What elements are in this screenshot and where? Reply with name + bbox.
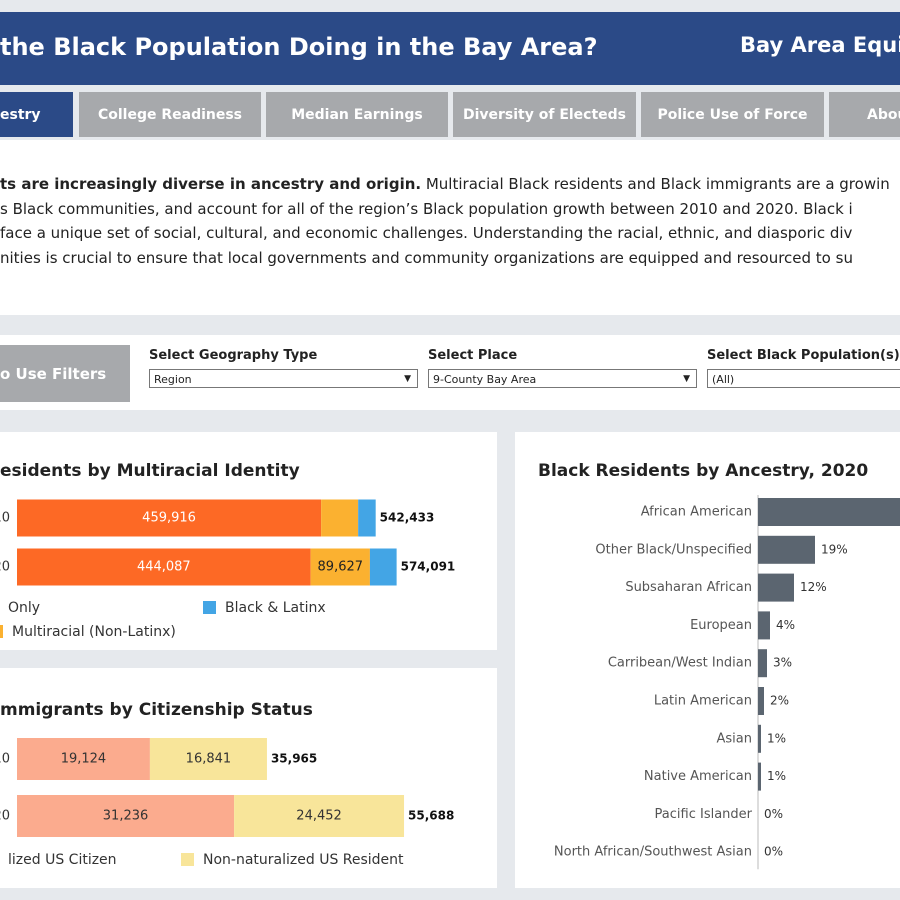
bar-segment (149, 738, 267, 780)
intro-line: face a unique set of social, cultural, a… (0, 224, 853, 242)
value-label: 89,627 (318, 560, 364, 575)
intro-line: s Black communities, and account for all… (0, 199, 853, 218)
legend-label: Non-naturalized US Resident (203, 852, 404, 868)
y-tick-label: Native American (644, 769, 752, 784)
bar-segment (234, 795, 405, 837)
bar (758, 649, 767, 678)
chart-title: Black Residents by Ancestry, 2020 (538, 461, 868, 481)
legend-label: Only (8, 600, 40, 616)
bar-segment (17, 795, 235, 837)
bar-segment (17, 738, 150, 780)
filter-label: Select Place (428, 348, 518, 363)
bar (758, 611, 770, 640)
y-tick-label: 20 (0, 809, 10, 824)
legend-label: Multiracial (Non-Latinx) (12, 624, 176, 640)
value-label: 24,452 (296, 809, 342, 824)
value-label: 459,916 (142, 511, 196, 526)
brand: Bay Area Equi (740, 33, 900, 57)
value-label: 31,236 (103, 809, 149, 824)
intro: ts are increasingly diverse in ancestry … (0, 172, 900, 270)
y-tick-label: European (690, 618, 752, 633)
total-label: 542,433 (380, 511, 435, 525)
bar (758, 498, 900, 526)
y-tick-label: Asian (717, 731, 752, 746)
intro-line: Multiracial Black residents and Black im… (421, 175, 890, 193)
legend-swatch (203, 601, 216, 614)
dropdown-arrow: ▼ (404, 374, 411, 384)
intro-bold: ts are increasingly diverse in ancestry … (0, 175, 422, 193)
value-label: 12% (800, 580, 827, 594)
chart-title: mmigrants by Citizenship Status (0, 700, 313, 720)
filter-help-button[interactable]: o Use Filters (0, 345, 130, 402)
dropdown[interactable]: 9-County Bay Area ▼ (428, 369, 697, 388)
filter-label: Select Geography Type (149, 348, 318, 363)
tab[interactable]: College Readiness (79, 92, 261, 137)
value-label: 1% (767, 769, 786, 783)
filter-label: Select Black Population(s) (707, 348, 900, 363)
y-tick-label: African American (641, 505, 752, 520)
bar-segment (321, 499, 359, 537)
tab[interactable]: Abou (829, 92, 900, 137)
legend-label: lized US Citizen (8, 852, 117, 868)
dropdown-value: (All) (712, 373, 735, 386)
bar (758, 535, 815, 564)
legend-swatch (181, 853, 194, 866)
value-label: 1% (767, 731, 786, 745)
tab[interactable]: Police Use of Force (641, 92, 824, 137)
bar (758, 762, 761, 791)
total-label: 35,965 (271, 752, 317, 766)
legend-label: Black & Latinx (225, 600, 326, 616)
bar (758, 687, 764, 715)
value-label: 4% (776, 618, 795, 632)
value-label: 2% (770, 694, 789, 708)
value-label: 0% (764, 807, 783, 821)
dropdown[interactable]: Region ▼ (149, 369, 418, 388)
header (0, 12, 900, 85)
bar-segment (17, 548, 311, 586)
value-label: 0% (764, 845, 783, 859)
y-tick-label: 10 (0, 511, 10, 526)
dropdown-value: 9-County Bay Area (433, 373, 537, 386)
y-tick-label: Subsaharan African (625, 580, 752, 595)
tab[interactable]: Median Earnings (266, 92, 448, 137)
value-label: 3% (773, 656, 792, 670)
chart-panel (0, 432, 497, 650)
bar (758, 573, 794, 602)
bar (758, 724, 761, 753)
dropdown-value: Region (154, 373, 192, 386)
y-tick-label: Pacific Islander (655, 807, 753, 822)
header-title: the Black Population Doing in the Bay Ar… (0, 33, 598, 61)
y-tick-label: Carribean/West Indian (608, 656, 752, 671)
y-tick-label: 10 (0, 752, 10, 767)
total-label: 55,688 (408, 809, 454, 823)
y-tick-label: North African/Southwest Asian (554, 845, 752, 860)
total-label: 574,091 (401, 560, 456, 574)
bar-segment (310, 548, 370, 586)
legend-swatch (0, 625, 3, 638)
intro-line: nities is crucial to ensure that local g… (0, 248, 853, 267)
dropdown[interactable]: (All) (707, 369, 900, 388)
bar-segment (358, 499, 376, 537)
y-tick-label: Other Black/Unspecified (595, 542, 752, 557)
value-label: 444,087 (137, 560, 191, 575)
y-tick-label: 20 (0, 560, 10, 575)
dropdown-arrow: ▼ (683, 374, 690, 384)
y-tick-label: Latin American (654, 694, 752, 709)
bar-segment (17, 499, 322, 537)
tab[interactable]: estry (0, 92, 73, 137)
value-label: 16,841 (186, 752, 232, 767)
value-label: 19,124 (61, 752, 107, 767)
tab[interactable]: Diversity of Electeds (453, 92, 636, 137)
chart-title: esidents by Multiracial Identity (0, 461, 300, 481)
bar-segment (369, 548, 397, 586)
value-label: 19% (821, 542, 848, 556)
intro-panel (0, 140, 900, 315)
